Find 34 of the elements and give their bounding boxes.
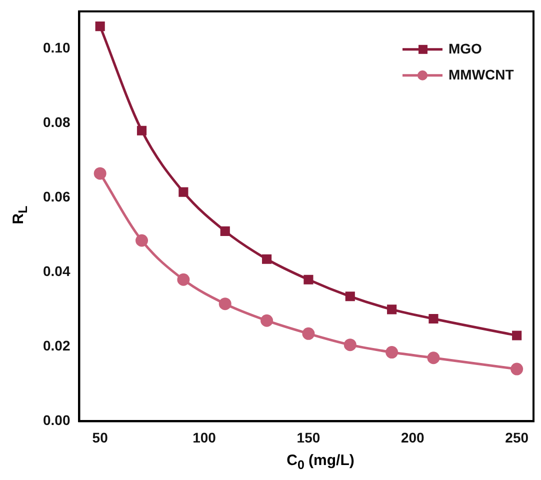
point — [386, 346, 398, 359]
point — [177, 273, 190, 286]
legend-label: MGO — [448, 40, 482, 56]
point — [262, 254, 272, 264]
point — [94, 167, 106, 180]
y-tick-label: 0.08 — [43, 114, 70, 130]
y-tick-label: 0.10 — [43, 40, 70, 56]
x-tick-label: 100 — [192, 429, 216, 446]
point — [136, 126, 147, 136]
y-tick-label: 0.02 — [43, 338, 70, 354]
point — [512, 330, 522, 340]
point — [304, 274, 314, 284]
y-tick-label: 0.00 — [43, 412, 70, 428]
point — [95, 22, 105, 32]
x-tick-label: 50 — [92, 429, 108, 446]
point — [344, 338, 356, 352]
point — [510, 362, 524, 376]
point — [302, 327, 315, 340]
point — [427, 352, 440, 364]
x-tick-label: 250 — [505, 429, 529, 446]
y-tick-label: 0.06 — [43, 188, 70, 205]
point — [178, 187, 188, 197]
x-tick-label: 200 — [400, 429, 425, 446]
legend-label: MMWCNT — [448, 66, 514, 82]
point — [387, 304, 397, 314]
point — [260, 314, 274, 327]
point — [428, 314, 438, 324]
x-tick-label: 150 — [296, 429, 320, 446]
y-tick-label: 0.04 — [43, 263, 70, 280]
x-axis-title: C$_{0}$ (mg/L) — [286, 452, 356, 472]
point — [345, 292, 355, 302]
point — [136, 234, 148, 247]
point — [220, 226, 230, 236]
point — [218, 298, 232, 310]
